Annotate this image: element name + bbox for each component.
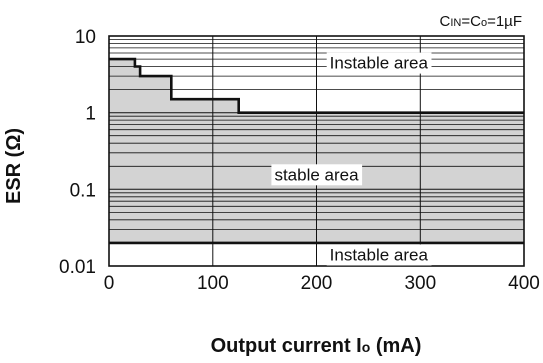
upper-stability-boundary xyxy=(109,57,524,114)
condition-sub1: IN xyxy=(450,17,461,29)
x-axis-title-sub: o xyxy=(362,339,371,355)
y-tick-label: 10 xyxy=(75,27,96,48)
x-tick-label: 0 xyxy=(104,273,115,294)
region-label-background xyxy=(271,164,363,186)
x-tick-label: 400 xyxy=(508,273,540,294)
region-label-background xyxy=(326,244,432,266)
plot-frame xyxy=(108,35,525,267)
region-label: Instable area xyxy=(330,245,429,264)
y-tick-label: 0.01 xyxy=(59,257,96,278)
y-axis-title: ESR (Ω) xyxy=(3,128,25,204)
region-label-background xyxy=(326,52,432,74)
condition-mid: =C xyxy=(461,13,481,30)
region-label: stable area xyxy=(274,165,359,184)
x-tick-label: 200 xyxy=(301,273,333,294)
condition-label: CIN=Co=1µF xyxy=(440,13,522,30)
x-tick-label: 300 xyxy=(404,273,436,294)
plot-area: Instable area stable area Instable area xyxy=(108,35,525,267)
tick-labels: 0 100 200 300 400 0.01 0.1 1 10 xyxy=(59,27,540,294)
y-tick-label: 1 xyxy=(85,104,96,125)
x-axis-title-suffix: (mA) xyxy=(370,335,421,357)
condition-tail: =1µF xyxy=(487,13,522,30)
x-axis-title-prefix: Output current I xyxy=(211,335,362,357)
x-axis-title: Output current Io (mA) xyxy=(211,335,422,357)
region-label: Instable area xyxy=(330,54,429,73)
condition-sub2: o xyxy=(481,17,487,29)
y-tick-label: 0.1 xyxy=(70,180,96,201)
x-tick-label: 100 xyxy=(197,273,229,294)
condition-main: C xyxy=(440,13,451,30)
